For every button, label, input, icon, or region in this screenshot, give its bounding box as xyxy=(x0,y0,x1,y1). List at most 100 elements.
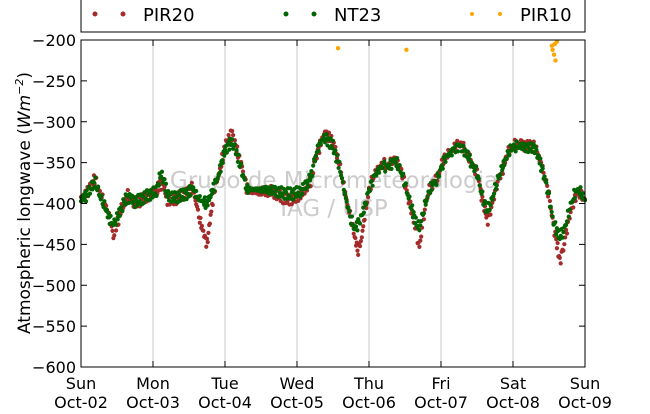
x-tick-label-date: Oct-06 xyxy=(342,393,396,409)
y-tick-label: −500 xyxy=(32,276,76,295)
data-point xyxy=(361,224,366,229)
x-tick-label-date: Oct-05 xyxy=(270,393,324,409)
x-tick-label-date: Oct-07 xyxy=(414,393,468,409)
data-point xyxy=(296,190,301,195)
legend-marker xyxy=(283,11,289,17)
data-point xyxy=(540,166,545,171)
legend-marker xyxy=(470,12,474,16)
x-tick-label-date: Oct-04 xyxy=(198,393,252,409)
data-point xyxy=(553,58,558,63)
data-point xyxy=(449,153,454,158)
data-point xyxy=(355,248,360,253)
data-point xyxy=(411,210,416,215)
data-point xyxy=(455,138,460,143)
data-point xyxy=(300,191,305,196)
data-point xyxy=(340,179,345,185)
data-point xyxy=(108,213,113,219)
data-point xyxy=(393,160,398,165)
y-tick-label: −450 xyxy=(32,235,76,254)
data-point xyxy=(401,171,406,176)
x-tick-label-date: Oct-02 xyxy=(54,393,108,409)
data-point xyxy=(578,185,583,190)
data-point xyxy=(456,149,461,154)
data-point xyxy=(177,192,182,198)
data-point xyxy=(419,234,424,239)
data-point xyxy=(358,239,363,244)
data-point xyxy=(205,203,210,208)
data-point xyxy=(230,128,235,134)
data-point xyxy=(104,207,110,212)
data-point xyxy=(242,177,247,182)
data-point xyxy=(409,206,414,211)
data-point xyxy=(184,197,189,202)
data-point xyxy=(215,175,220,180)
data-point xyxy=(206,230,211,235)
data-point xyxy=(83,199,89,204)
data-point xyxy=(98,197,103,202)
data-point xyxy=(461,140,466,145)
data-point xyxy=(553,220,558,225)
data-point xyxy=(514,139,519,144)
data-point xyxy=(433,179,438,184)
data-point xyxy=(114,228,119,233)
data-point xyxy=(198,215,203,221)
data-point xyxy=(191,185,196,190)
data-point xyxy=(572,195,578,201)
data-point xyxy=(567,207,572,212)
data-point xyxy=(403,181,408,186)
data-point xyxy=(429,187,434,193)
data-point xyxy=(492,191,497,196)
legend-label: NT23 xyxy=(334,5,381,26)
data-point xyxy=(284,190,289,195)
data-point xyxy=(194,188,199,194)
data-point xyxy=(437,174,442,179)
data-point xyxy=(95,188,100,193)
x-tick-label-day: Sun xyxy=(570,374,600,393)
data-point xyxy=(466,156,472,161)
legend-label: PIR10 xyxy=(520,5,572,26)
data-point xyxy=(146,192,151,197)
data-point xyxy=(120,209,125,214)
y-tick-label: −250 xyxy=(32,72,76,91)
data-point xyxy=(564,222,569,228)
data-point xyxy=(434,182,439,187)
data-point xyxy=(289,202,294,207)
data-point xyxy=(234,147,239,153)
data-point xyxy=(359,235,364,240)
data-point xyxy=(207,221,212,226)
data-point xyxy=(534,147,539,153)
data-point xyxy=(343,196,349,201)
legend-item-nt23: NT23 xyxy=(283,5,381,26)
data-point xyxy=(355,228,360,233)
data-point xyxy=(487,207,492,212)
data-point xyxy=(313,153,318,159)
y-axis-label-text: Atmospheric longwave ( xyxy=(15,128,35,334)
data-point xyxy=(564,231,570,236)
grid xyxy=(152,40,514,367)
y-axis-label-close: ) xyxy=(15,72,35,79)
data-point xyxy=(232,142,237,147)
data-point xyxy=(364,202,369,207)
data-point xyxy=(324,132,329,137)
data-point xyxy=(353,224,359,229)
data-point xyxy=(490,197,495,202)
data-point xyxy=(536,153,541,158)
data-point xyxy=(473,167,478,173)
data-point xyxy=(581,191,586,196)
data-point xyxy=(220,160,225,165)
data-point xyxy=(395,167,400,172)
y-tick-label: −350 xyxy=(32,154,76,173)
data-point xyxy=(311,163,316,168)
data-point xyxy=(459,149,464,154)
y-tick-label: −200 xyxy=(32,31,76,50)
data-point xyxy=(204,244,209,249)
y-axis-label-unit: Wm xyxy=(15,95,35,128)
x-tick-label-day: Sat xyxy=(500,374,526,393)
data-point xyxy=(380,165,385,171)
data-point xyxy=(555,240,560,246)
data-point xyxy=(566,214,571,219)
data-point xyxy=(214,179,219,184)
data-point xyxy=(344,199,349,204)
data-point xyxy=(423,202,428,207)
data-point xyxy=(166,189,171,194)
